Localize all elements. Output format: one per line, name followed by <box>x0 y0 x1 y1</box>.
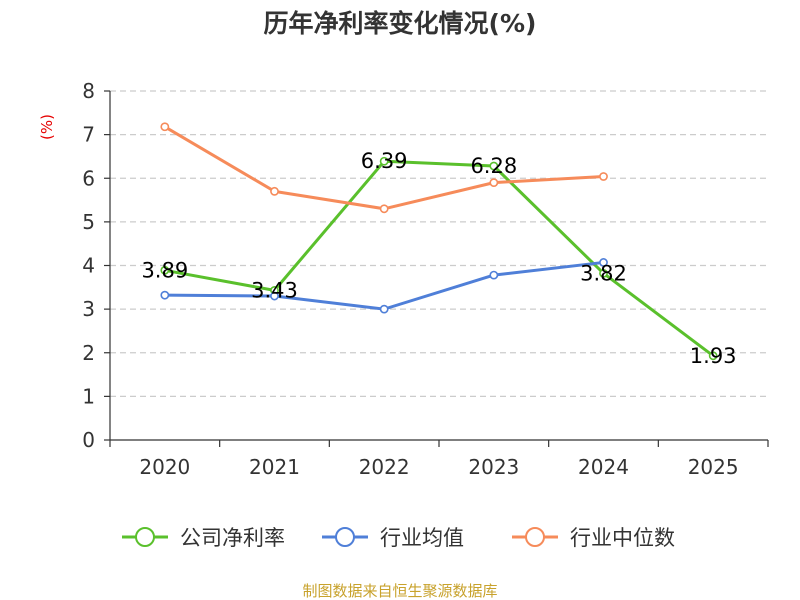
y-tick-label: 3 <box>82 297 95 321</box>
y-tick-label: 8 <box>82 79 95 103</box>
data-label: 3.43 <box>251 278 298 302</box>
data-point <box>379 304 389 314</box>
x-tick-label: 2025 <box>688 455 739 479</box>
legend-marker <box>135 527 155 547</box>
series <box>160 122 718 361</box>
chart-title: 历年净利率变化情况(%) <box>264 9 537 38</box>
x-tick-label: 2020 <box>139 455 190 479</box>
data-source-note: 制图数据来自恒生聚源数据库 <box>302 582 497 600</box>
grid-lines <box>110 90 768 397</box>
axes: 0 1 2 3 4 5 6 7 8 2020 2021 2022 2023 2024 2025 <box>82 79 769 479</box>
data-point <box>489 270 499 280</box>
data-point <box>599 268 608 278</box>
data-point <box>379 204 389 214</box>
y-tick-label: 5 <box>82 210 95 234</box>
legend-item: 行业均值 <box>322 526 464 550</box>
data-labels: 3.89 3.43 6.39 6.28 3.82 1.93 <box>141 149 736 368</box>
series-0 <box>160 156 718 361</box>
series-line <box>164 159 715 358</box>
data-label: 3.82 <box>580 261 627 285</box>
legend-item: 公司净利率 <box>122 526 285 550</box>
y-tick-label: 7 <box>82 123 95 147</box>
y-axis-unit-label: (%) <box>38 114 56 140</box>
data-point <box>160 290 170 300</box>
x-tick-label: 2023 <box>468 455 519 479</box>
data-point <box>599 258 608 267</box>
legend-marker <box>335 527 355 547</box>
y-tick-label: 6 <box>82 166 95 190</box>
data-point <box>599 172 608 181</box>
x-tick-label: 2021 <box>249 455 300 479</box>
data-point <box>708 351 718 361</box>
legend-marker <box>525 527 545 547</box>
data-point <box>489 178 499 188</box>
data-point <box>160 122 170 132</box>
data-point <box>270 291 279 301</box>
legend-label: 行业中位数 <box>570 526 675 550</box>
legend-label: 行业均值 <box>380 526 464 550</box>
data-label: 6.28 <box>470 154 517 178</box>
data-point <box>270 186 279 196</box>
data-point <box>160 265 170 275</box>
legend-label: 公司净利率 <box>180 526 285 550</box>
x-tick-label: 2022 <box>359 455 410 479</box>
data-point <box>489 161 499 171</box>
data-label: 1.93 <box>690 344 737 368</box>
y-tick-label: 4 <box>82 254 95 278</box>
legend: 公司净利率 行业均值 行业中位数 <box>122 526 675 550</box>
y-tick-label: 1 <box>82 384 95 408</box>
legend-item: 行业中位数 <box>512 526 675 550</box>
series-1 <box>160 258 608 314</box>
series-line <box>164 260 604 311</box>
x-tick-label: 2024 <box>578 455 629 479</box>
data-point <box>379 156 389 166</box>
y-tick-label: 0 <box>82 428 95 452</box>
y-tick-label: 2 <box>82 341 95 365</box>
series-2 <box>160 122 608 214</box>
data-label: 6.39 <box>361 149 408 173</box>
data-label: 3.89 <box>141 258 188 282</box>
